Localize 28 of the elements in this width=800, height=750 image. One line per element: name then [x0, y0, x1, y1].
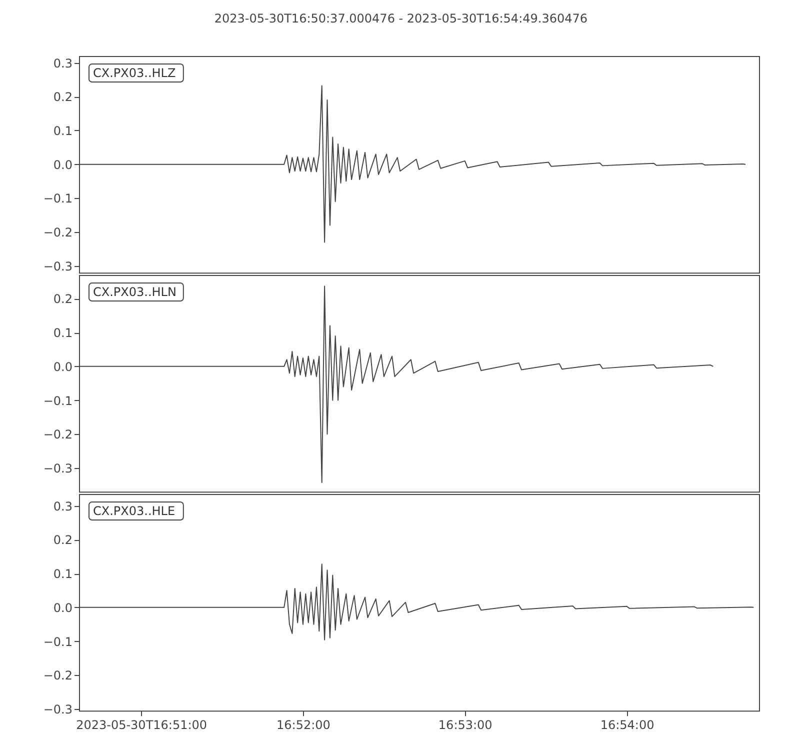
y-tick-label: 0.1 — [53, 326, 72, 340]
y-tick-label: 0.2 — [53, 90, 72, 104]
y-tick-label: 0.1 — [53, 567, 72, 582]
y-tick-label: −0.3 — [43, 259, 72, 274]
y-tick-label: 0.0 — [53, 360, 72, 374]
text: CX.PX03..HLE — [93, 504, 176, 518]
x-tick-label: 16:52:00 — [276, 718, 330, 732]
y-tick-label: −0.3 — [43, 702, 72, 716]
y-tick-label: −0.2 — [43, 428, 72, 442]
x-tick-label: 2023-05-30T16:51:00 — [76, 718, 208, 732]
chart-title: 2023-05-30T16:50:37.000476 - 2023-05-30T16:54:49.360476 — [214, 12, 588, 26]
y-tick-label: 0.2 — [53, 533, 72, 548]
y-tick-label: 0.0 — [53, 158, 72, 172]
x-tick-label: 16:53:00 — [438, 718, 492, 732]
y-tick-label: −0.3 — [43, 461, 72, 476]
y-tick-label: −0.1 — [43, 192, 72, 206]
y-tick-label: −0.1 — [43, 634, 72, 649]
y-tick-label: 0.3 — [53, 56, 72, 70]
x-tick-label: 16:54:00 — [600, 718, 654, 732]
text: CX.PX03..HLZ — [93, 66, 176, 80]
y-tick-label: 0.1 — [53, 124, 72, 138]
text: CX.PX03..HLN — [93, 285, 176, 299]
y-tick-label: −0.1 — [43, 394, 72, 408]
y-tick-label: −0.2 — [43, 226, 72, 240]
y-tick-label: 0.2 — [53, 292, 72, 306]
y-tick-label: 0.0 — [53, 600, 72, 615]
y-tick-label: −0.2 — [43, 668, 72, 683]
y-tick-label: 0.3 — [53, 499, 72, 514]
